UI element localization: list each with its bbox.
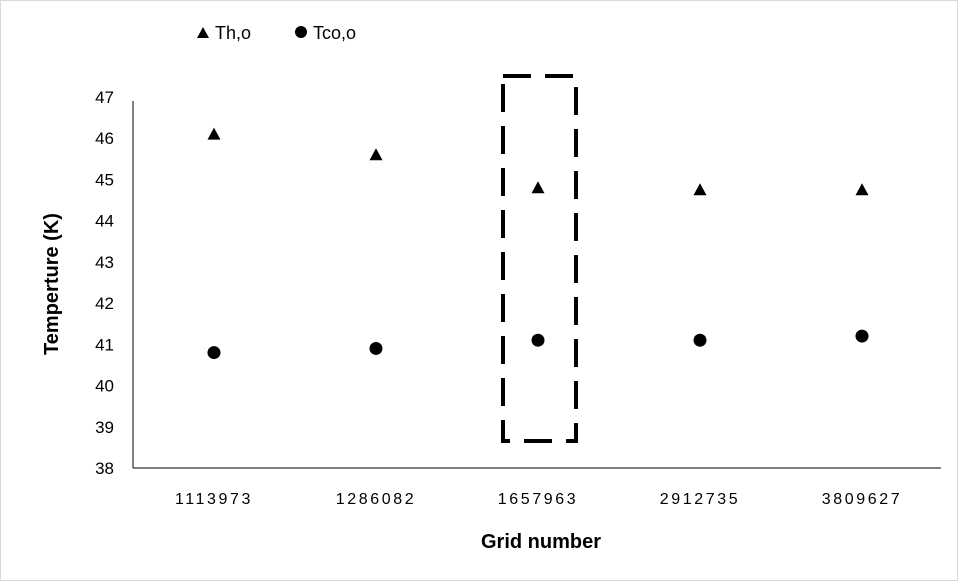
tco-o-point <box>369 341 383 355</box>
x-tick-label: 1113973 <box>175 491 253 508</box>
y-tick-label: 46 <box>95 129 114 148</box>
y-tick-label: 42 <box>95 294 114 313</box>
x-tick-label: 3809627 <box>822 491 903 508</box>
legend-label-th-o: Th,o <box>215 23 251 43</box>
legend-circle-marker <box>295 26 307 38</box>
tco-o-point <box>855 329 869 343</box>
x-axis-title: Grid number <box>481 531 601 553</box>
y-tick-label: 43 <box>95 253 114 272</box>
tco-o-point <box>693 333 707 347</box>
y-tick-label: 39 <box>95 418 114 437</box>
data-points <box>207 127 869 360</box>
th-o-point <box>693 183 707 196</box>
y-tick-label: 41 <box>95 335 114 354</box>
y-ticks: 38 39 40 41 42 43 44 45 46 47 <box>95 88 114 478</box>
x-tick-label: 1286082 <box>336 491 417 508</box>
y-tick-label: 40 <box>95 377 114 396</box>
y-tick-label: 44 <box>95 212 114 231</box>
x-tick-label: 2912735 <box>660 491 741 508</box>
dashed-highlight-box <box>501 74 578 443</box>
th-o-point <box>531 181 545 194</box>
y-tick-label: 47 <box>95 88 114 107</box>
th-o-point <box>207 127 221 140</box>
th-o-point <box>855 183 869 196</box>
legend-triangle-marker <box>197 27 209 38</box>
annotation <box>501 74 578 443</box>
y-tick-label: 45 <box>95 170 114 189</box>
tco-o-point <box>207 346 221 360</box>
y-axis-title: Temperture (K) <box>41 213 63 355</box>
x-ticks: 1113973 1286082 1657963 2912735 3809627 <box>175 491 903 508</box>
th-o-point <box>369 148 383 161</box>
tco-o-point <box>531 333 545 347</box>
y-tick-label: 38 <box>95 459 114 478</box>
legend: Th,o Tco,o <box>197 23 356 43</box>
x-tick-label: 1657963 <box>498 491 579 508</box>
legend-label-tco-o: Tco,o <box>313 23 356 43</box>
